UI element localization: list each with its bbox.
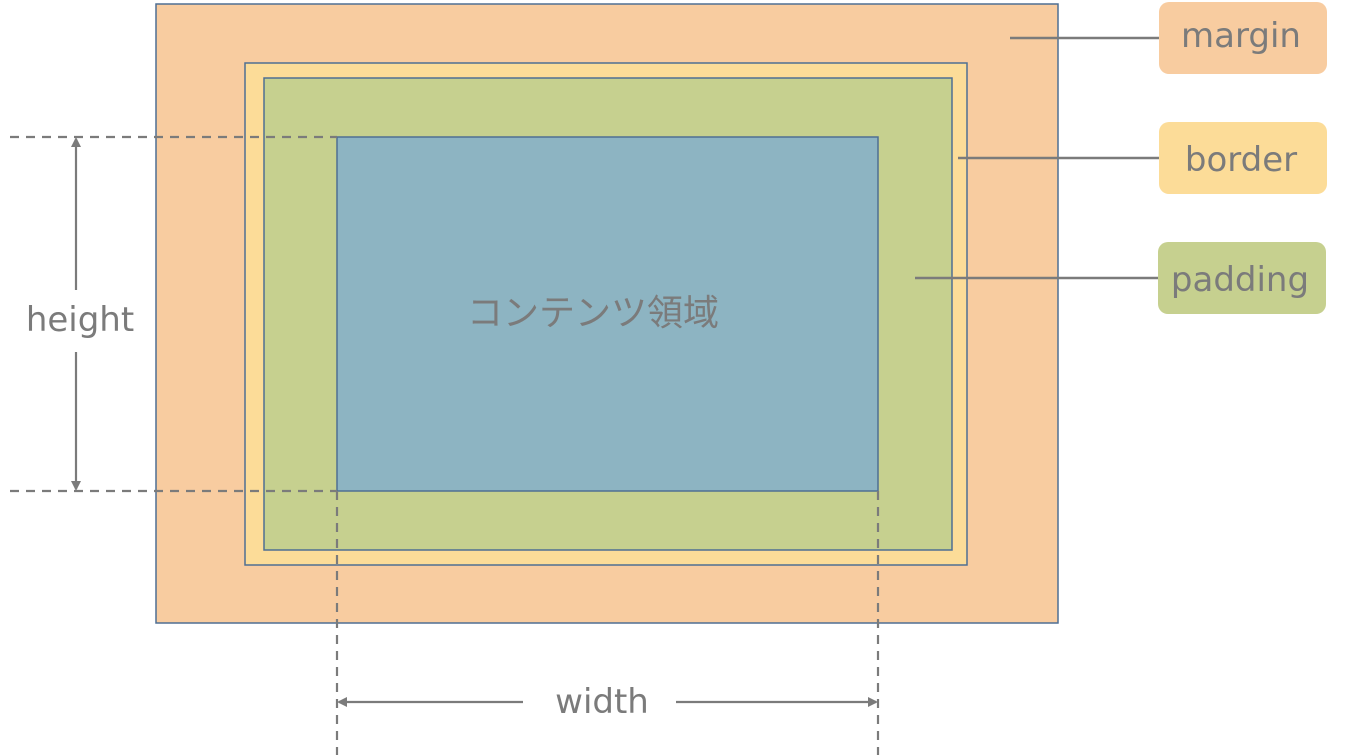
margin-badge: [1159, 2, 1327, 74]
content-area: [336, 136, 879, 492]
border-badge-label: border: [1185, 140, 1297, 180]
height-label: height: [26, 300, 134, 340]
margin-badge-label: margin: [1181, 16, 1301, 56]
content-area-label: コンテンツ領域: [467, 293, 719, 334]
width-label: width: [555, 682, 649, 722]
padding-badge-label: padding: [1171, 260, 1309, 300]
border-badge: [1159, 122, 1327, 194]
padding-badge: [1158, 242, 1326, 314]
